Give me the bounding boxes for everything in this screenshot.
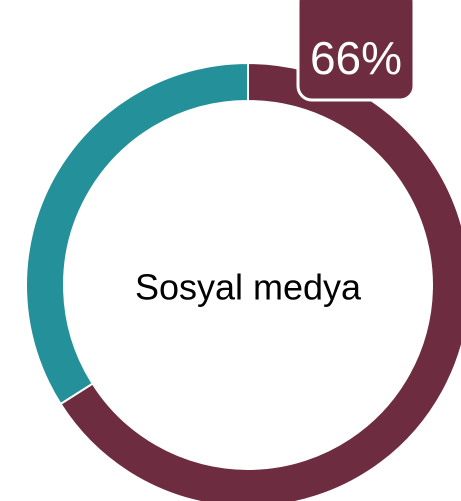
donut-slice <box>25 61 249 406</box>
center-label: Sosyal medya <box>135 267 362 308</box>
value-label: 66% <box>310 32 402 84</box>
donut-slice <box>59 61 461 501</box>
value-label-box <box>296 0 416 102</box>
donut <box>25 61 461 501</box>
value-labels: 66% <box>296 0 416 102</box>
